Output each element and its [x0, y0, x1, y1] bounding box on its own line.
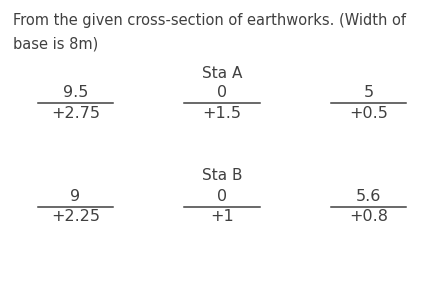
Text: 0: 0 [217, 189, 227, 204]
Text: 0: 0 [217, 85, 227, 100]
Text: 5.6: 5.6 [356, 189, 381, 204]
Text: 5: 5 [364, 85, 373, 100]
Text: Sta A: Sta A [202, 66, 242, 81]
Text: From the given cross-section of earthworks. (Width of: From the given cross-section of earthwor… [13, 13, 406, 28]
Text: +2.75: +2.75 [51, 106, 100, 121]
Text: +2.25: +2.25 [51, 209, 100, 224]
Text: +1: +1 [210, 209, 234, 224]
Text: +1.5: +1.5 [202, 106, 242, 121]
Text: base is 8m): base is 8m) [13, 37, 99, 52]
Text: Sta B: Sta B [202, 168, 242, 183]
Text: +0.5: +0.5 [349, 106, 388, 121]
Text: 9.5: 9.5 [63, 85, 88, 100]
Text: +0.8: +0.8 [349, 209, 388, 224]
Text: 9: 9 [71, 189, 80, 204]
